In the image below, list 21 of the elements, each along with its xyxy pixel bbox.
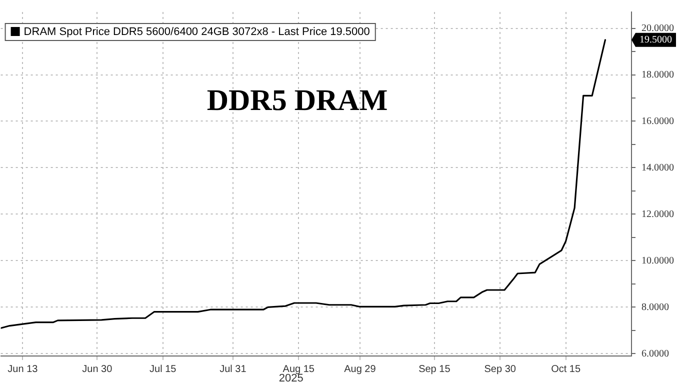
x-tick-label: Jul 31 bbox=[220, 364, 247, 375]
legend-label: DRAM Spot Price DDR5 5600/6400 24GB 3072x8 - Last Price 19.5000 bbox=[24, 26, 370, 38]
y-tick-label: 6.0000 bbox=[642, 348, 669, 360]
y-tick-label: 14.0000 bbox=[642, 162, 674, 174]
y-tick-label: 8.0000 bbox=[642, 302, 669, 313]
x-tick-label: Jul 15 bbox=[150, 364, 177, 375]
text: DDR5 DRAM bbox=[206, 84, 388, 117]
x-tick-label: Jun 13 bbox=[8, 364, 38, 375]
y-tick-label: 18.0000 bbox=[642, 69, 674, 80]
y-tick-label: 12.0000 bbox=[642, 208, 674, 220]
x-tick-label: Sep 30 bbox=[484, 364, 516, 375]
y-tick-label: 20.0000 bbox=[642, 22, 674, 34]
x-tick-label: Aug 29 bbox=[344, 364, 376, 375]
text: 19.5000 bbox=[640, 34, 672, 46]
x-tick-label: Oct 15 bbox=[551, 364, 581, 375]
x-tick-label: Aug 15 bbox=[282, 364, 315, 375]
x-tick-label: Sep 15 bbox=[418, 364, 451, 375]
x-axis-title: 2025 bbox=[278, 372, 304, 385]
y-tick-label: 10.0000 bbox=[642, 255, 674, 266]
x-tick-label: Jun 30 bbox=[82, 364, 113, 375]
y-tick-label: 16.0000 bbox=[642, 116, 674, 127]
